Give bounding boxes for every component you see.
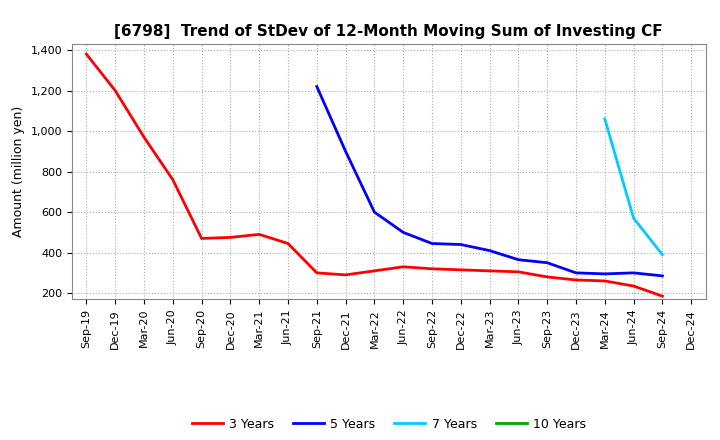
7 Years xyxy=(629,216,638,221)
3 Years xyxy=(600,279,609,284)
5 Years xyxy=(341,149,350,154)
5 Years xyxy=(514,257,523,262)
5 Years xyxy=(600,271,609,276)
5 Years xyxy=(428,241,436,246)
3 Years xyxy=(543,274,552,279)
3 Years xyxy=(658,293,667,299)
3 Years xyxy=(399,264,408,269)
3 Years xyxy=(456,267,465,272)
3 Years xyxy=(140,135,148,140)
Line: 7 Years: 7 Years xyxy=(605,119,662,255)
5 Years xyxy=(629,270,638,275)
5 Years xyxy=(370,209,379,215)
3 Years xyxy=(629,283,638,289)
3 Years xyxy=(82,51,91,57)
5 Years xyxy=(572,270,580,275)
3 Years xyxy=(341,272,350,278)
3 Years xyxy=(284,241,292,246)
5 Years xyxy=(312,84,321,89)
7 Years xyxy=(658,252,667,257)
3 Years xyxy=(514,269,523,275)
3 Years xyxy=(197,236,206,241)
3 Years xyxy=(255,232,264,237)
Line: 5 Years: 5 Years xyxy=(317,87,662,276)
5 Years xyxy=(658,273,667,279)
Legend: 3 Years, 5 Years, 7 Years, 10 Years: 3 Years, 5 Years, 7 Years, 10 Years xyxy=(186,413,591,436)
3 Years xyxy=(572,277,580,282)
Y-axis label: Amount (million yen): Amount (million yen) xyxy=(12,106,25,237)
5 Years xyxy=(485,248,494,253)
5 Years xyxy=(456,242,465,247)
3 Years xyxy=(226,235,235,240)
3 Years xyxy=(428,266,436,271)
3 Years xyxy=(312,270,321,275)
3 Years xyxy=(485,268,494,274)
Line: 3 Years: 3 Years xyxy=(86,54,662,296)
7 Years xyxy=(600,116,609,121)
3 Years xyxy=(370,268,379,274)
5 Years xyxy=(543,260,552,265)
3 Years xyxy=(111,88,120,93)
3 Years xyxy=(168,177,177,182)
5 Years xyxy=(399,230,408,235)
Title: [6798]  Trend of StDev of 12-Month Moving Sum of Investing CF: [6798] Trend of StDev of 12-Month Moving… xyxy=(114,24,663,39)
